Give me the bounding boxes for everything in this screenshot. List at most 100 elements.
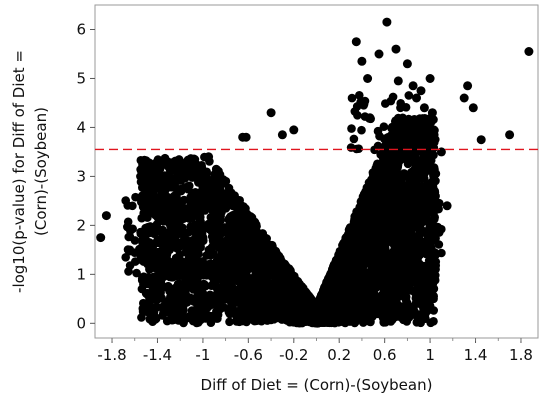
data-point bbox=[158, 311, 167, 320]
data-point bbox=[236, 241, 246, 251]
y-axis-title-line: -log10(p-value) for Diff of Diet = bbox=[10, 50, 28, 293]
data-point bbox=[148, 284, 158, 294]
data-point bbox=[210, 169, 220, 179]
data-point bbox=[190, 274, 199, 283]
data-point bbox=[173, 169, 182, 179]
data-point bbox=[418, 149, 428, 158]
data-point bbox=[256, 276, 265, 285]
data-point bbox=[162, 175, 171, 184]
data-point bbox=[171, 271, 181, 281]
data-point bbox=[392, 207, 401, 217]
data-point bbox=[243, 259, 252, 269]
data-point bbox=[171, 253, 181, 263]
data-point bbox=[398, 310, 408, 319]
data-point bbox=[182, 244, 191, 254]
data-point bbox=[239, 202, 248, 211]
y-axis-title-line: (Corn)-(Soybean) bbox=[32, 107, 50, 236]
data-point bbox=[396, 181, 405, 191]
data-point bbox=[162, 195, 171, 204]
data-point bbox=[415, 119, 425, 128]
data-point bbox=[388, 264, 397, 274]
data-point bbox=[400, 246, 409, 256]
data-point bbox=[233, 250, 243, 259]
data-point bbox=[214, 238, 223, 247]
data-point bbox=[426, 318, 436, 328]
data-point bbox=[396, 282, 406, 292]
data-point bbox=[216, 256, 226, 265]
data-point bbox=[417, 313, 427, 323]
data-point bbox=[393, 161, 403, 170]
data-point bbox=[152, 158, 161, 168]
data-point bbox=[424, 305, 434, 315]
data-point bbox=[199, 191, 208, 201]
data-point bbox=[201, 299, 211, 309]
data-point bbox=[421, 134, 430, 143]
data-point bbox=[184, 228, 193, 237]
data-point bbox=[372, 161, 382, 170]
data-point bbox=[397, 173, 407, 183]
data-point bbox=[151, 315, 160, 324]
data-point bbox=[187, 306, 197, 315]
data-point bbox=[372, 268, 382, 278]
data-point bbox=[402, 270, 411, 280]
data-point bbox=[389, 312, 398, 322]
data-point bbox=[168, 160, 178, 169]
data-point bbox=[397, 261, 406, 271]
data-point bbox=[409, 302, 419, 312]
data-point bbox=[260, 235, 270, 245]
data-point bbox=[182, 266, 191, 276]
data-point bbox=[137, 284, 147, 294]
data-point bbox=[354, 217, 364, 226]
data-point bbox=[266, 242, 275, 252]
data-point bbox=[421, 249, 431, 259]
data-point bbox=[362, 220, 372, 230]
data-point bbox=[141, 307, 151, 316]
data-point bbox=[403, 199, 413, 209]
data-point bbox=[176, 294, 185, 304]
data-point bbox=[186, 197, 195, 206]
data-point bbox=[196, 294, 205, 303]
data-point bbox=[369, 179, 378, 188]
y-axis-title-group: -log10(p-value) for Diff of Diet = (Corn)… bbox=[10, 50, 50, 293]
data-point bbox=[225, 317, 234, 327]
data-point bbox=[249, 225, 258, 234]
data-point bbox=[192, 261, 201, 271]
data-point bbox=[279, 291, 289, 301]
data-point bbox=[250, 237, 259, 247]
data-point bbox=[199, 173, 209, 183]
data-point bbox=[219, 267, 228, 276]
plot-area bbox=[94, 4, 539, 339]
data-point bbox=[341, 233, 351, 243]
data-point bbox=[236, 283, 245, 293]
data-point bbox=[183, 236, 192, 245]
data-point bbox=[429, 143, 439, 153]
data-point bbox=[400, 124, 410, 134]
data-point bbox=[426, 155, 436, 165]
data-point bbox=[402, 154, 412, 164]
data-point bbox=[228, 305, 238, 315]
data-point bbox=[202, 251, 211, 260]
data-point bbox=[191, 166, 201, 176]
data-point bbox=[368, 308, 378, 317]
data-point bbox=[213, 302, 223, 312]
data-point bbox=[416, 299, 426, 309]
data-point bbox=[150, 169, 159, 179]
points-layer bbox=[96, 17, 534, 328]
data-point bbox=[176, 158, 186, 167]
data-point bbox=[148, 293, 157, 302]
data-point bbox=[202, 269, 212, 278]
data-point bbox=[165, 287, 174, 296]
data-point bbox=[414, 136, 423, 146]
data-point bbox=[383, 156, 393, 166]
data-point bbox=[212, 208, 222, 218]
data-point bbox=[427, 117, 436, 127]
data-point bbox=[191, 208, 200, 217]
data-point bbox=[389, 298, 398, 308]
data-point bbox=[194, 200, 203, 209]
data-point bbox=[224, 214, 234, 223]
data-point bbox=[216, 175, 226, 185]
data-point bbox=[400, 303, 410, 312]
data-point bbox=[255, 293, 265, 302]
data-point bbox=[358, 192, 368, 201]
